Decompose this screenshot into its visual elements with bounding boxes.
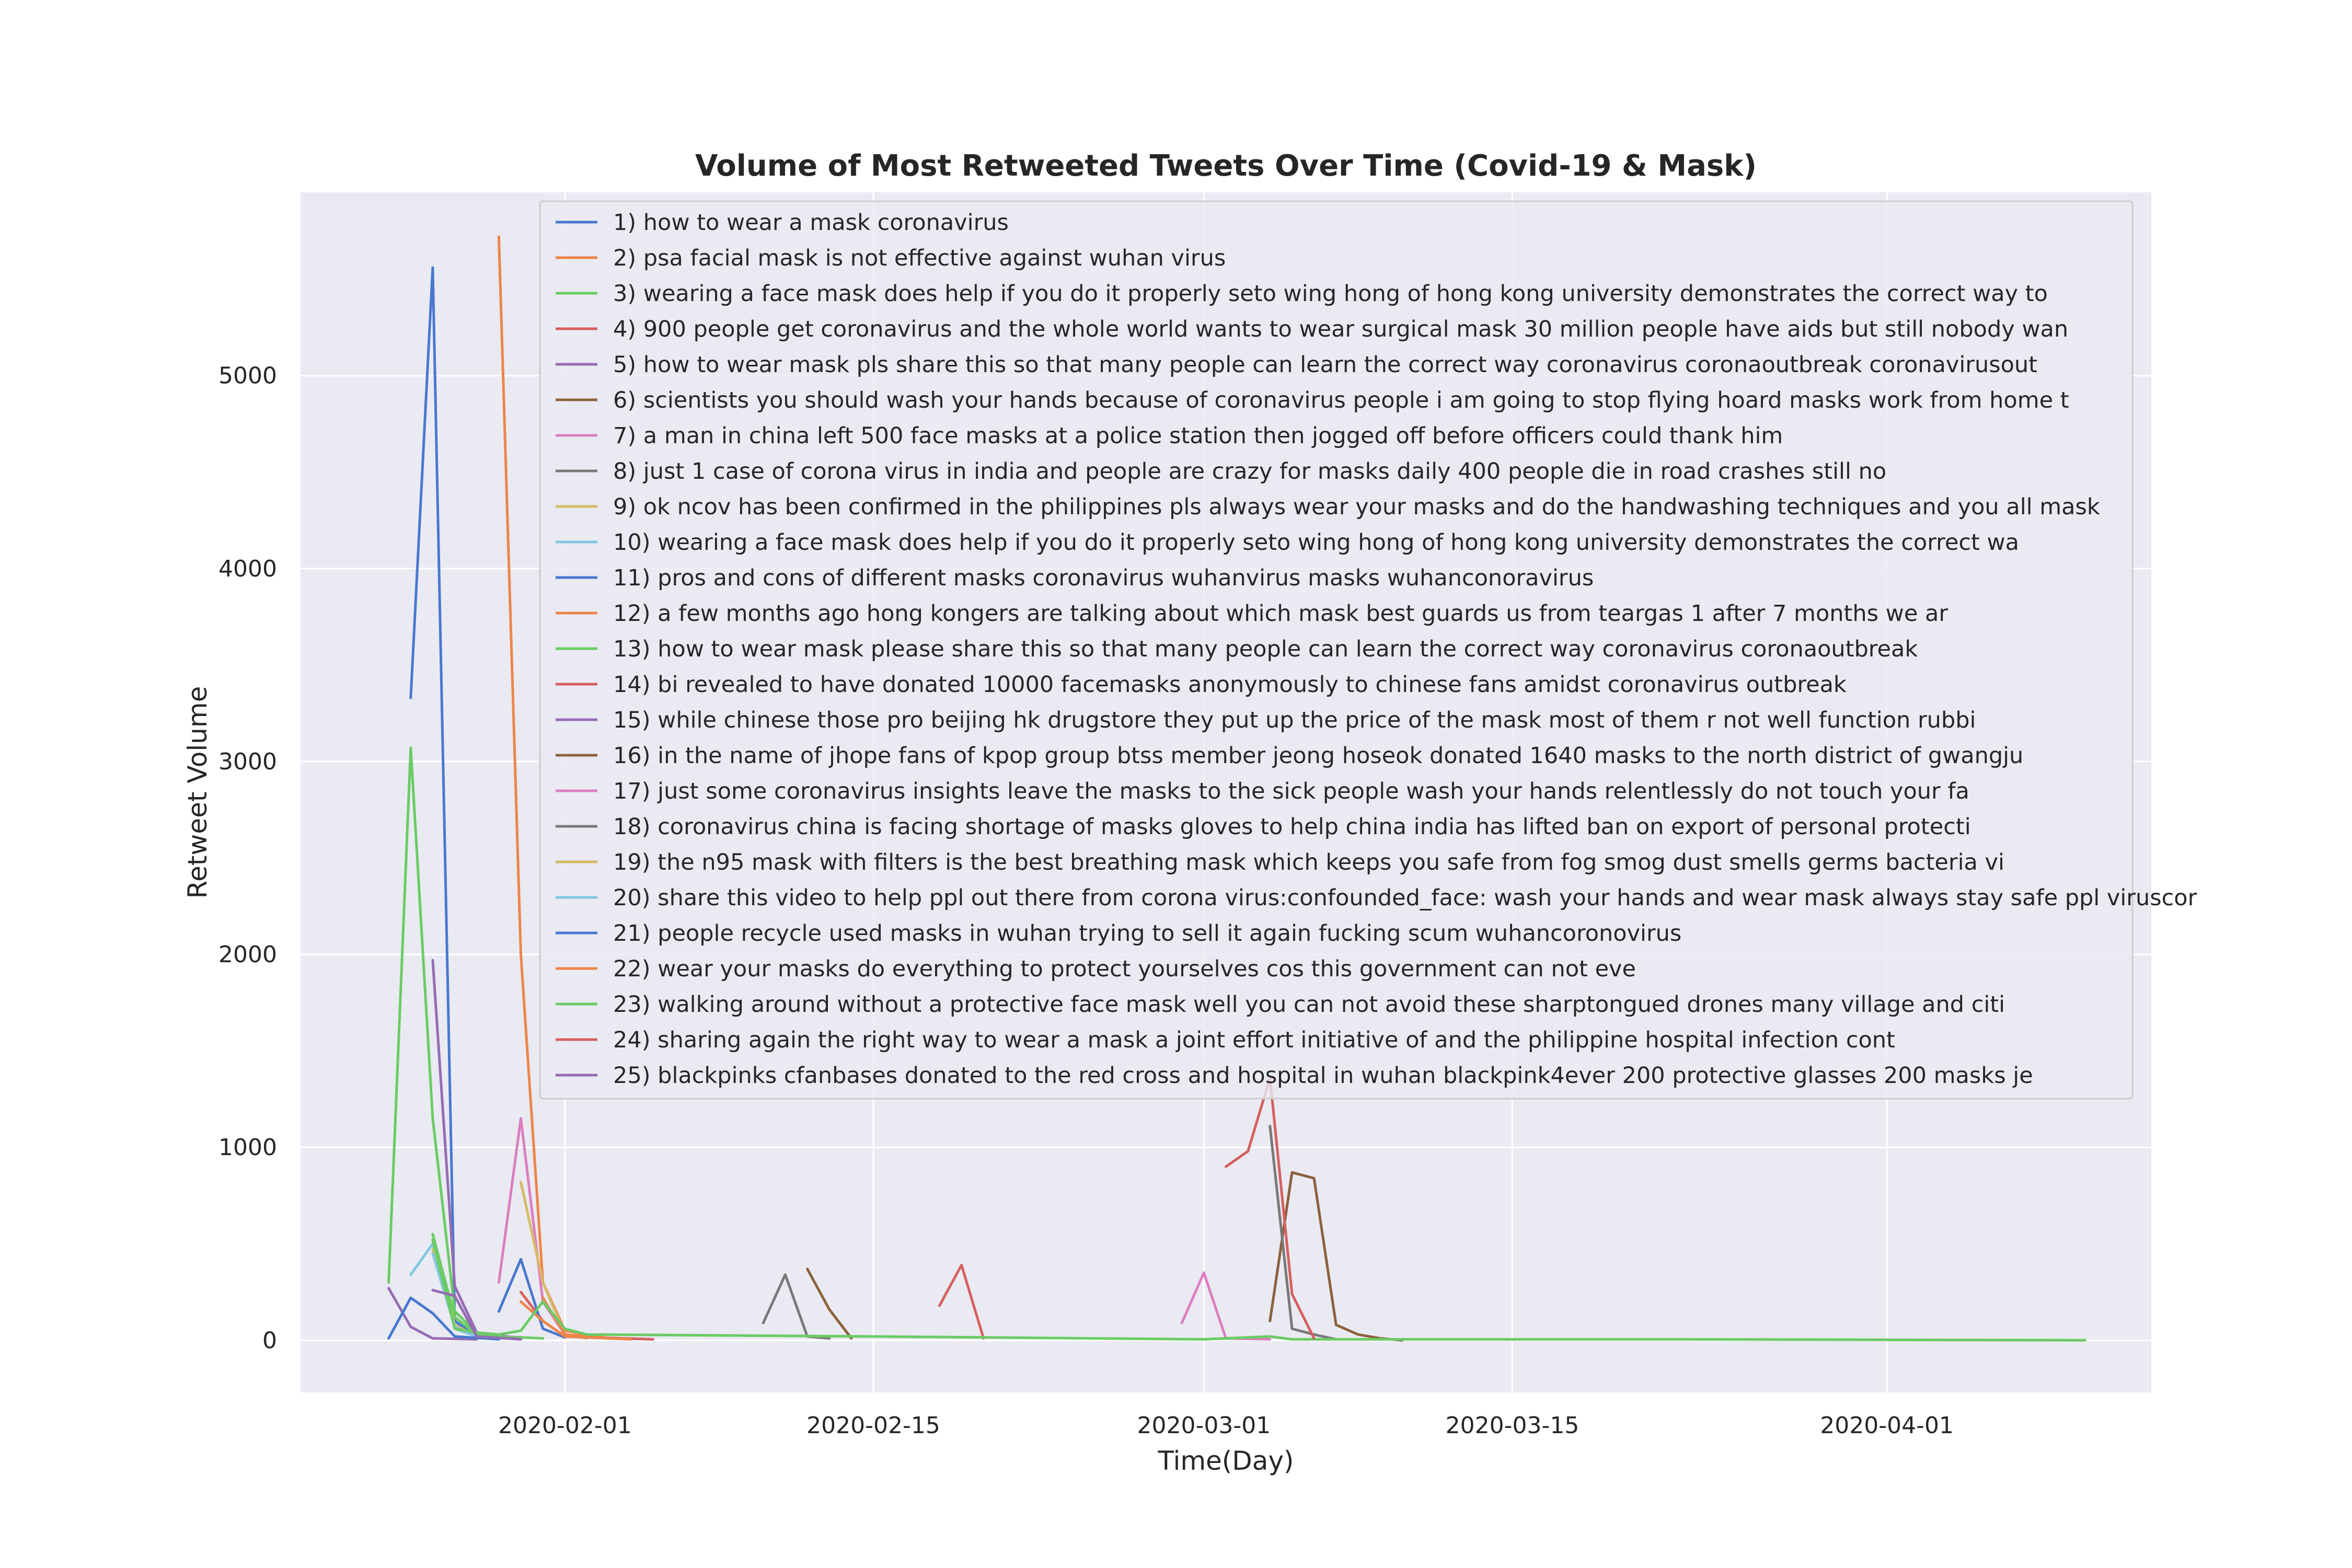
legend-items: 1) how to wear a mask coronavirus 2) psa … bbox=[556, 210, 2197, 1089]
y-tick-label: 3000 bbox=[218, 748, 277, 775]
legend-label: 25) blackpinks cfanbases donated to the … bbox=[613, 1063, 2033, 1089]
series-lines bbox=[387, 235, 2086, 1342]
legend-label: 6) scientists you should wash your hands… bbox=[613, 387, 2069, 413]
legend-label: 8) just 1 case of corona virus in india … bbox=[613, 458, 1886, 485]
legend-label: 4) 900 people get coronavirus and the wh… bbox=[613, 316, 2068, 342]
y-tick-label: 4000 bbox=[218, 556, 277, 582]
series-line-8 bbox=[762, 1273, 831, 1340]
legend-label: 3) wearing a face mask does help if you … bbox=[613, 281, 2048, 307]
y-tick-label: 2000 bbox=[218, 941, 277, 968]
legend-label: 16) in the name of jhope fans of kpop gr… bbox=[613, 743, 2023, 769]
chart-title: Volume of Most Retweeted Tweets Over Tim… bbox=[695, 149, 1757, 183]
legend-label: 24) sharing again the right way to wear … bbox=[613, 1027, 1895, 1053]
legend-label: 2) psa facial mask is not effective agai… bbox=[613, 245, 1226, 271]
legend-label: 23) walking around without a protective … bbox=[613, 991, 2005, 1018]
legend-box bbox=[539, 200, 2134, 1100]
series-line-13 bbox=[431, 1232, 522, 1340]
legend-label: 10) wearing a face mask does help if you… bbox=[613, 529, 2019, 556]
legend-label: 14) bi revealed to have donated 10000 fa… bbox=[613, 672, 1847, 698]
x-tick-label: 2020-03-15 bbox=[1446, 1412, 1579, 1439]
x-tick-label: 2020-02-15 bbox=[806, 1412, 940, 1439]
series-line-14 bbox=[938, 1263, 985, 1340]
legend-label: 9) ok ncov has been confirmed in the phi… bbox=[613, 494, 2100, 520]
legend-label: 12) a few months ago hong kongers are ta… bbox=[613, 601, 1948, 627]
legend-label: 1) how to wear a mask coronavirus bbox=[613, 210, 1009, 236]
legend-label: 20) share this video to help ppl out the… bbox=[613, 885, 2197, 911]
y-tick-label: 1000 bbox=[218, 1134, 277, 1161]
x-tick-label: 2020-03-01 bbox=[1137, 1412, 1271, 1439]
legend-label: 13) how to wear mask please share this s… bbox=[613, 636, 1918, 662]
legend-label: 11) pros and cons of different masks cor… bbox=[613, 565, 1594, 591]
series-line-23 bbox=[431, 1238, 2086, 1342]
series-line-16 bbox=[806, 1267, 853, 1340]
y-tick-label: 0 bbox=[262, 1327, 277, 1354]
series-line-18 bbox=[1269, 1125, 1338, 1341]
legend-label: 19) the n95 mask with filters is the bes… bbox=[613, 849, 2004, 875]
legend-label: 15) while chinese those pro beijing hk d… bbox=[613, 707, 1976, 733]
series-line-17 bbox=[1180, 1271, 1272, 1341]
legend-label: 21) people recycle used masks in wuhan t… bbox=[613, 920, 1681, 947]
series-line-25 bbox=[431, 1288, 522, 1341]
y-axis-label: Retweet Volume bbox=[182, 686, 213, 899]
series-line-15 bbox=[387, 1287, 478, 1341]
series-line-21 bbox=[387, 1296, 500, 1341]
x-tick-label: 2020-02-01 bbox=[498, 1412, 632, 1439]
series-line-11 bbox=[497, 1258, 567, 1339]
x-axis-label: Time(Day) bbox=[1157, 1446, 1294, 1476]
tick-labels: 2020-02-01 2020-02-15 2020-03-01 2020-03-15… bbox=[218, 363, 1954, 1439]
legend-label: 5) how to wear mask pls share this so th… bbox=[613, 352, 2037, 378]
legend-label: 17) just some coronavirus insights leave… bbox=[613, 778, 1969, 804]
x-tick-label: 2020-04-01 bbox=[1820, 1412, 1954, 1439]
legend-label: 22) wear your masks do everything to pro… bbox=[613, 956, 1636, 982]
legend-label: 7) a man in china left 500 face masks at… bbox=[613, 423, 1783, 449]
legend-label: 18) coronavirus china is facing shortage… bbox=[613, 814, 1971, 840]
y-tick-label: 5000 bbox=[218, 363, 277, 389]
legend: 1) how to wear a mask coronavirus 2) psa … bbox=[539, 200, 2197, 1100]
